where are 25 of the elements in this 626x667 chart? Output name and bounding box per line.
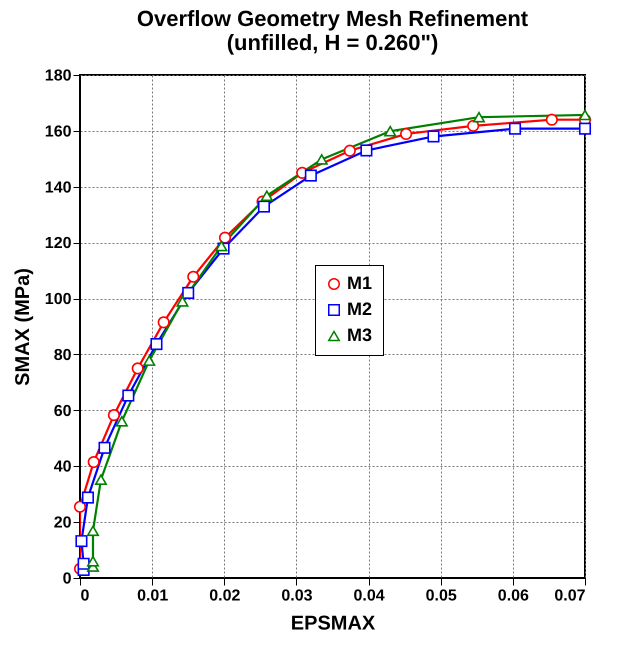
x-tick-label: 0.04 [354, 588, 385, 604]
x-tick-label: 0.03 [281, 588, 313, 604]
x-axis-title: EPSMAX [290, 612, 376, 634]
x-tick-label: 0.05 [426, 588, 457, 604]
y-tick-label: 80 [54, 346, 72, 364]
x-tick-label: 0.07 [554, 588, 586, 604]
legend-label: M2 [347, 299, 372, 319]
y-tick-label: 40 [54, 458, 72, 476]
legend-label: M1 [347, 273, 372, 293]
y-axis-title: SMAX (MPa) [12, 268, 34, 386]
legend-label: M3 [347, 325, 372, 345]
y-tick-label: 20 [54, 514, 72, 532]
y-tick-label: 100 [44, 291, 72, 308]
text: (unfilled, H = 0.260") [226, 30, 438, 55]
y-tick-label: 180 [44, 68, 72, 84]
x-tick-label: 0.06 [498, 588, 530, 604]
y-tick-label: 60 [54, 402, 72, 420]
y-tick-label: 0 [62, 570, 72, 588]
y-tick-label: 120 [44, 235, 72, 252]
y-tick-label: 160 [44, 123, 72, 140]
y-tick-label: 140 [44, 179, 72, 196]
x-tick-label: 0.02 [209, 588, 240, 604]
x-tick-label: 0.01 [137, 588, 168, 604]
text: Overflow Geometry Mesh Refinement [136, 6, 528, 31]
x-tick-label: 0 [80, 588, 90, 604]
